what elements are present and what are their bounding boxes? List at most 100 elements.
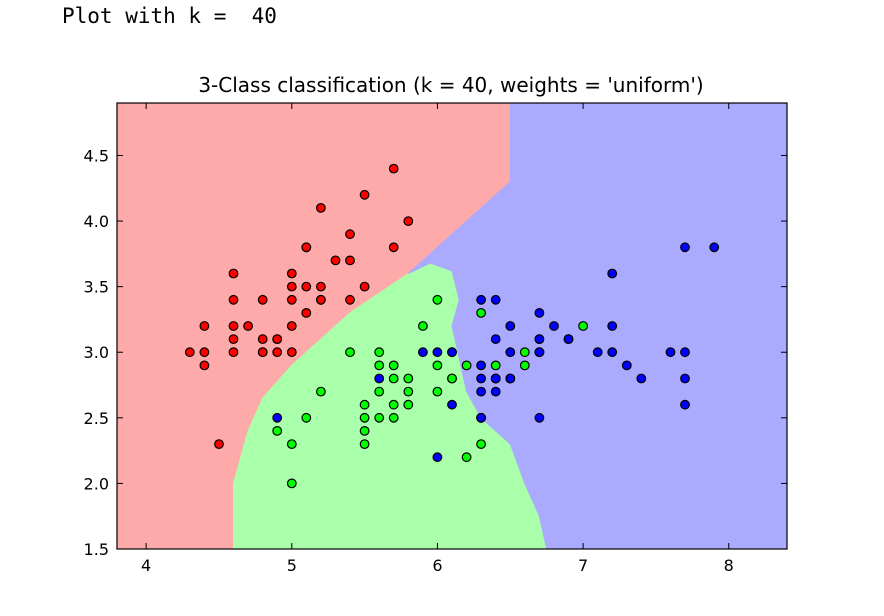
point-green — [432, 294, 443, 305]
point-green — [519, 347, 530, 358]
point-green — [476, 439, 487, 450]
point-green — [432, 386, 443, 397]
point-blue — [476, 386, 487, 397]
point-green — [432, 360, 443, 371]
axes: 4 5 6 7 8 1.5 2.0 2.5 3.0 3.5 4.0 4.5 — [84, 102, 788, 575]
decision-regions — [117, 103, 787, 549]
y-tick-label: 4.0 — [84, 212, 109, 231]
point-green — [418, 321, 428, 331]
x-tick-label: 5 — [287, 556, 297, 575]
point-green — [490, 360, 501, 371]
point-red — [214, 439, 224, 450]
point-blue — [418, 347, 428, 358]
point-blue — [549, 321, 559, 331]
x-tick-label: 4 — [141, 556, 151, 575]
cell-output-text: Plot with k = 40 — [62, 4, 277, 28]
point-red — [359, 189, 370, 200]
point-green — [388, 373, 399, 384]
point-green — [374, 386, 385, 397]
y-tick-label: 1.5 — [84, 540, 109, 559]
point-green — [359, 412, 370, 423]
point-blue — [709, 242, 720, 253]
point-blue — [476, 373, 487, 384]
point-blue — [432, 347, 443, 358]
point-green — [578, 321, 588, 331]
point-red — [228, 321, 239, 331]
point-blue — [490, 386, 501, 397]
point-blue — [534, 412, 545, 423]
point-green — [447, 373, 457, 384]
point-red — [272, 334, 283, 345]
point-blue — [680, 242, 690, 253]
x-tick-label: 7 — [578, 556, 588, 575]
point-blue — [636, 373, 647, 384]
point-blue — [490, 373, 501, 384]
point-red — [243, 321, 254, 331]
y-tick-label: 2.5 — [84, 409, 109, 428]
point-red — [301, 242, 312, 253]
point-blue — [490, 334, 501, 345]
x-tick-label: 8 — [724, 556, 734, 575]
point-green — [461, 360, 472, 371]
point-red — [345, 229, 355, 240]
point-blue — [563, 334, 574, 345]
point-blue — [505, 373, 516, 384]
point-red — [286, 281, 297, 292]
point-blue — [592, 347, 603, 358]
plot-frame — [116, 102, 788, 550]
y-tick-label: 2.0 — [84, 474, 109, 493]
point-red — [388, 242, 399, 253]
point-red — [286, 321, 297, 331]
point-green — [388, 412, 399, 423]
point-red — [316, 202, 326, 213]
point-red — [272, 347, 283, 358]
point-blue — [680, 373, 690, 384]
point-red — [286, 294, 297, 305]
point-green — [301, 412, 312, 423]
point-red — [345, 255, 355, 266]
point-blue — [607, 321, 618, 331]
point-blue — [607, 347, 618, 358]
point-green — [519, 360, 530, 371]
point-red — [403, 216, 414, 227]
point-green — [461, 452, 472, 463]
chart-title: 3-Class classification (k = 40, weights … — [198, 73, 703, 97]
point-blue — [505, 347, 516, 358]
point-red — [228, 268, 239, 279]
data-points — [184, 163, 720, 489]
point-red — [316, 281, 326, 292]
point-green — [403, 399, 414, 410]
point-green — [374, 412, 385, 423]
point-green — [374, 360, 385, 371]
point-red — [301, 308, 312, 318]
point-red — [301, 281, 312, 292]
point-green — [388, 360, 399, 371]
point-blue — [447, 399, 457, 410]
point-green — [345, 347, 355, 358]
point-red — [359, 281, 370, 292]
point-blue — [680, 399, 690, 410]
point-red — [184, 347, 195, 358]
point-red — [228, 347, 239, 358]
point-blue — [665, 347, 676, 358]
point-green — [403, 386, 414, 397]
point-green — [476, 308, 487, 318]
point-red — [199, 347, 210, 358]
point-red — [228, 294, 239, 305]
x-tick-label: 6 — [432, 556, 442, 575]
point-blue — [374, 373, 385, 384]
point-green — [359, 399, 370, 410]
point-blue — [680, 347, 690, 358]
point-red — [316, 294, 326, 305]
point-blue — [607, 268, 618, 279]
point-blue — [272, 412, 283, 423]
point-green — [403, 373, 414, 384]
point-red — [257, 347, 268, 358]
point-blue — [447, 347, 457, 358]
point-green — [388, 399, 399, 410]
point-red — [330, 255, 341, 266]
point-green — [316, 386, 326, 397]
region-blue — [407, 103, 787, 549]
point-red — [199, 321, 210, 331]
